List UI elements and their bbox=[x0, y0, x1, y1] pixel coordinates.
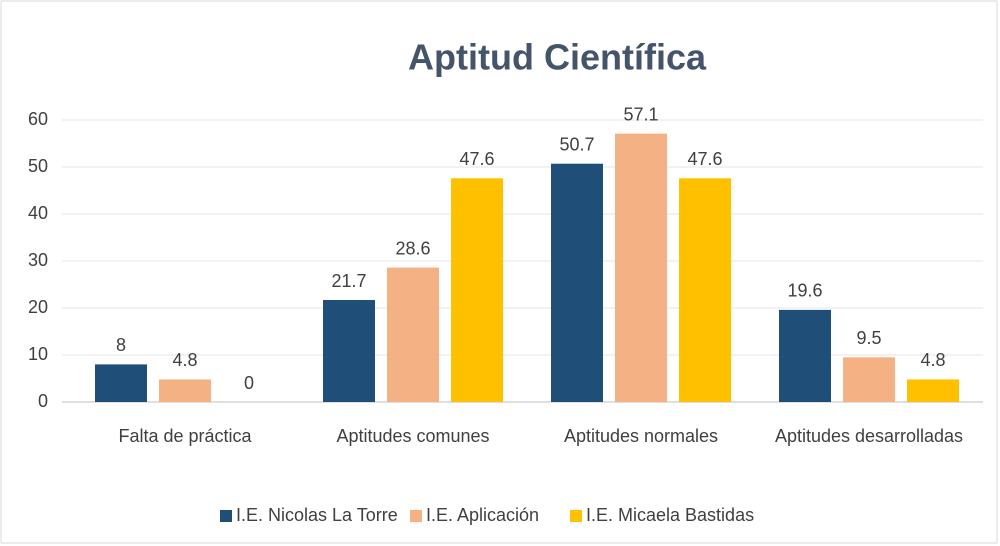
data-label: 28.6 bbox=[395, 238, 430, 258]
x-tick-label: Aptitudes normales bbox=[563, 426, 719, 446]
legend-swatch bbox=[220, 510, 232, 522]
bar bbox=[779, 309, 831, 402]
bar bbox=[323, 300, 375, 402]
y-tick-label: 40 bbox=[28, 203, 48, 223]
data-label: 4.8 bbox=[920, 350, 945, 370]
y-tick-label: 20 bbox=[28, 297, 48, 317]
legend-label: I.E. Nicolas La Torre bbox=[236, 505, 398, 525]
bar bbox=[907, 379, 959, 402]
chart-title: Aptitud Científica bbox=[408, 37, 707, 78]
y-tick-label: 50 bbox=[28, 156, 48, 176]
y-tick-label: 10 bbox=[28, 344, 48, 364]
bar bbox=[679, 178, 731, 402]
data-label: 19.6 bbox=[787, 281, 822, 301]
x-tick-label: Falta de práctica bbox=[118, 426, 252, 446]
bar bbox=[95, 364, 147, 402]
data-label: 9.5 bbox=[856, 328, 881, 348]
bar bbox=[551, 163, 603, 402]
bar bbox=[159, 379, 211, 402]
data-label: 47.6 bbox=[459, 149, 494, 169]
data-label: 8 bbox=[116, 335, 126, 355]
data-label: 4.8 bbox=[172, 350, 197, 370]
legend-swatch bbox=[570, 510, 582, 522]
legend-label: I.E. Aplicación bbox=[426, 505, 539, 525]
y-tick-label: 60 bbox=[28, 109, 48, 129]
data-label: 47.6 bbox=[687, 149, 722, 169]
data-label: 21.7 bbox=[331, 271, 366, 291]
bar bbox=[843, 357, 895, 402]
data-label: 0 bbox=[244, 373, 254, 393]
data-label: 50.7 bbox=[559, 134, 594, 154]
bar bbox=[451, 178, 503, 402]
y-tick-label: 30 bbox=[28, 250, 48, 270]
y-tick-label: 0 bbox=[38, 391, 48, 411]
legend-label: I.E. Micaela Bastidas bbox=[586, 505, 754, 525]
x-tick-label: Aptitudes desarrolladas bbox=[774, 426, 964, 446]
bar bbox=[387, 267, 439, 402]
data-label: 57.1 bbox=[623, 104, 658, 124]
legend-swatch bbox=[410, 510, 422, 522]
bar bbox=[615, 133, 667, 402]
x-tick-label: Aptitudes comunes bbox=[336, 426, 490, 446]
